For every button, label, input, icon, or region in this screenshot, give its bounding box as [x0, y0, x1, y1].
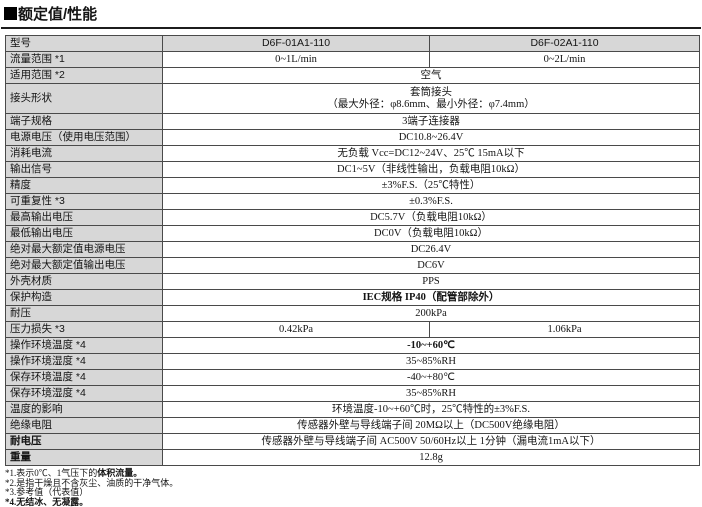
- spec-row: 绝对最大额定值电源电压 DC26.4V: [5, 241, 700, 258]
- spec-row: 绝缘电阻 传感器外壁与导线端子间 20MΩ以上（DC500V绝缘电阻）: [5, 417, 700, 434]
- spec-label-cell: 流量范围 *1: [5, 51, 163, 68]
- spec-row: 精度 ±3%F.S.（25℃特性）: [5, 177, 700, 194]
- spec-value-cell: 200kPa: [162, 305, 700, 322]
- spec-label-cell: 外壳材质: [5, 273, 163, 290]
- spec-value-cell: 3端子连接器: [162, 113, 700, 130]
- spec-row: 压力损失 *3 0.42kPa 1.06kPa: [5, 321, 700, 338]
- spec-label-cell: 绝对最大额定值电源电压: [5, 241, 163, 258]
- spec-value-cell: 无负载 Vcc=DC12~24V、25℃ 15mA以下: [162, 145, 700, 162]
- spec-table-body: 型号 D6F-01A1-110 D6F-02A1-110 流量范围 *1 0~1L/mi…: [5, 35, 700, 466]
- spec-row: 保存环境温度 *4 -40~+80℃: [5, 369, 700, 386]
- spec-label-cell: 精度: [5, 177, 163, 194]
- spec-value-cell: 空气: [162, 67, 700, 84]
- model-header-cell: D6F-02A1-110: [429, 35, 700, 52]
- spec-row: 保护构造 IEC规格 IP40（配管部除外）: [5, 289, 700, 306]
- spec-value-cell: PPS: [162, 273, 700, 290]
- spec-value-cell: 1.06kPa: [429, 321, 700, 338]
- spec-label-cell: 压力损失 *3: [5, 321, 163, 338]
- spec-row: 消耗电流 无负载 Vcc=DC12~24V、25℃ 15mA以下: [5, 145, 700, 162]
- spec-row: 型号 D6F-01A1-110 D6F-02A1-110: [5, 35, 700, 52]
- spec-label-cell: 重量: [5, 449, 163, 466]
- model-header-cell: D6F-01A1-110: [162, 35, 430, 52]
- spec-value-cell: 35~85%RH: [162, 385, 700, 402]
- spec-label-cell: 操作环境湿度 *4: [5, 353, 163, 370]
- spec-row: 保存环境湿度 *4 35~85%RH: [5, 385, 700, 402]
- spec-label-cell: 消耗电流: [5, 145, 163, 162]
- spec-label-cell: 接头形状: [5, 83, 163, 114]
- spec-row: 电源电压（使用电压范围） DC10.8~26.4V: [5, 129, 700, 146]
- spec-value-cell: -10~+60℃: [162, 337, 700, 354]
- spec-label-cell: 温度的影响: [5, 401, 163, 418]
- spec-value-cell: IEC规格 IP40（配管部除外）: [162, 289, 700, 306]
- spec-row: 外壳材质 PPS: [5, 273, 700, 290]
- spec-row: 适用范围 *2 空气: [5, 67, 700, 84]
- footnote-1: *1.表示0℃、1气压下的体积流量。: [5, 468, 143, 478]
- spec-value-cell: DC5.7V（负载电阻10kΩ）: [162, 209, 700, 226]
- section-title-text: 额定值/性能: [18, 6, 98, 23]
- title-underline: [1, 27, 701, 29]
- spec-label-cell: 电源电压（使用电压范围）: [5, 129, 163, 146]
- spec-label-cell: 型号: [5, 35, 163, 52]
- spec-row: 可重复性 *3 ±0.3%F.S.: [5, 193, 700, 210]
- spec-label-cell: 最高输出电压: [5, 209, 163, 226]
- spec-row: 耐电压 传感器外壁与导线端子间 AC500V 50/60Hz以上 1分钟（漏电流1…: [5, 433, 700, 450]
- spec-value-cell: 0~2L/min: [429, 51, 700, 68]
- spec-value-cell: -40~+80℃: [162, 369, 700, 386]
- spec-row: 最低输出电压 DC0V（负载电阻10kΩ）: [5, 225, 700, 242]
- spec-value-cell: ±0.3%F.S.: [162, 193, 700, 210]
- spec-value-cell: DC10.8~26.4V: [162, 129, 700, 146]
- spec-value-cell: 0.42kPa: [162, 321, 430, 338]
- footnote-3: *3.参考值（代表值）: [5, 487, 89, 498]
- spec-value-cell: 传感器外壁与导线端子间 AC500V 50/60Hz以上 1分钟（漏电流1mA以…: [162, 433, 700, 450]
- spec-row: 重量 12.8g: [5, 449, 700, 466]
- spec-label-cell: 端子规格: [5, 113, 163, 130]
- footnote-4: *4.无结冰、无凝露。: [5, 496, 89, 507]
- spec-row: 流量范围 *1 0~1L/min 0~2L/min: [5, 51, 700, 68]
- footnote-2: *2.是指干燥且不含灰尘、油质的干净气体。: [5, 477, 179, 488]
- spec-label-cell: 耐电压: [5, 433, 163, 450]
- section-title: 额定值/性能: [0, 0, 702, 24]
- spec-label-cell: 绝缘电阻: [5, 417, 163, 434]
- spec-label-cell: 最低输出电压: [5, 225, 163, 242]
- spec-label-cell: 耐压: [5, 305, 163, 322]
- spec-value-cell: DC6V: [162, 257, 700, 274]
- spec-value-cell: DC0V（负载电阻10kΩ）: [162, 225, 700, 242]
- spec-label-cell: 操作环境温度 *4: [5, 337, 163, 354]
- spec-label-cell: 适用范围 *2: [5, 67, 163, 84]
- spec-row: 接头形状 套筒接头 （最大外径：φ8.6mm、最小外径：φ7.4mm）: [5, 83, 700, 114]
- spec-value-cell: 环境温度-10~+60℃时，25℃特性的±3%F.S.: [162, 401, 700, 418]
- spec-label-cell: 保存环境温度 *4: [5, 369, 163, 386]
- spec-row: 操作环境温度 *4 -10~+60℃: [5, 337, 700, 354]
- footnotes: *1.表示0℃、1气压下的体积流量。 *2.是指干燥且不含灰尘、油质的干净气体。…: [5, 468, 702, 507]
- spec-row: 耐压 200kPa: [5, 305, 700, 322]
- spec-label-cell: 保护构造: [5, 289, 163, 306]
- spec-value-cell: 0~1L/min: [162, 51, 430, 68]
- spec-value-cell: 传感器外壁与导线端子间 20MΩ以上（DC500V绝缘电阻）: [162, 417, 700, 434]
- spec-row: 端子规格 3端子连接器: [5, 113, 700, 130]
- spec-label-cell: 可重复性 *3: [5, 193, 163, 210]
- spec-row: 最高输出电压 DC5.7V（负载电阻10kΩ）: [5, 209, 700, 226]
- spec-value-cell: 12.8g: [162, 449, 700, 466]
- spec-table: 型号 D6F-01A1-110 D6F-02A1-110 流量范围 *1 0~1L/mi…: [5, 35, 700, 466]
- spec-value-cell: 35~85%RH: [162, 353, 700, 370]
- spec-label-cell: 输出信号: [5, 161, 163, 178]
- spec-value-cell: ±3%F.S.（25℃特性）: [162, 177, 700, 194]
- black-square-icon: [4, 7, 17, 20]
- spec-value-cell: DC1~5V（非线性输出，负载电阻10kΩ）: [162, 161, 700, 178]
- spec-label-cell: 绝对最大额定值输出电压: [5, 257, 163, 274]
- spec-row: 输出信号 DC1~5V（非线性输出，负载电阻10kΩ）: [5, 161, 700, 178]
- spec-row: 绝对最大额定值输出电压 DC6V: [5, 257, 700, 274]
- spec-label-cell: 保存环境湿度 *4: [5, 385, 163, 402]
- spec-row: 温度的影响 环境温度-10~+60℃时，25℃特性的±3%F.S.: [5, 401, 700, 418]
- spec-value-cell: DC26.4V: [162, 241, 700, 258]
- spec-value-cell: 套筒接头 （最大外径：φ8.6mm、最小外径：φ7.4mm）: [162, 83, 700, 114]
- spec-row: 操作环境湿度 *4 35~85%RH: [5, 353, 700, 370]
